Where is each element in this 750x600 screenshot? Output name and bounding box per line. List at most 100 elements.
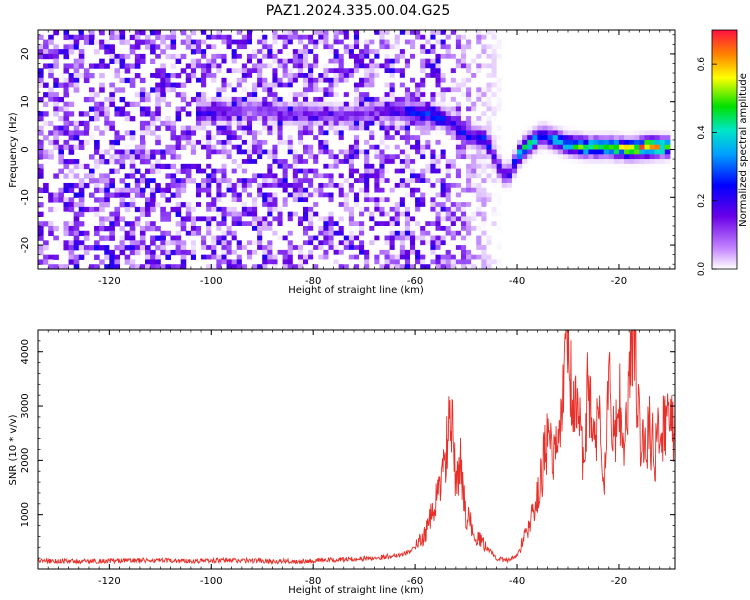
spectrogram-cell	[466, 39, 472, 45]
spectrogram-cell	[425, 178, 431, 184]
spectrogram-cell	[552, 197, 559, 203]
spectrogram-cell	[384, 68, 391, 74]
spectrogram-cell	[292, 49, 299, 55]
spectrogram-cell	[430, 259, 436, 265]
spectrogram-cell	[38, 63, 44, 69]
spectrogram-cell	[613, 116, 620, 122]
spectrogram-cell	[603, 82, 610, 88]
spectrogram-cell	[262, 125, 268, 131]
spectrogram-cell	[501, 249, 508, 256]
spectrogram-cell	[374, 130, 380, 136]
spectrogram-cell	[83, 96, 90, 103]
spectrogram-cell	[160, 264, 166, 269]
spectrogram-cell	[460, 245, 467, 251]
spectrogram-cell	[58, 197, 64, 203]
spectrogram-cell	[323, 34, 329, 41]
spectrogram-cell	[420, 149, 426, 155]
spectrogram-cell	[399, 240, 406, 246]
spectrogram-cell	[68, 82, 75, 88]
spectrogram-cell	[384, 77, 391, 84]
spectrogram-cell	[557, 139, 564, 146]
spectrogram-cell	[374, 202, 380, 208]
spectrogram-cell	[547, 125, 554, 131]
spectrogram-cell	[425, 49, 431, 55]
spectrogram-cell	[491, 216, 498, 222]
spectrogram-cell	[241, 58, 248, 64]
spectrogram-cell	[150, 249, 156, 256]
spectrogram-cell	[63, 44, 70, 50]
spectrogram-cell	[578, 221, 584, 227]
spectrogram-cell	[241, 68, 248, 74]
spectrogram-cell	[445, 49, 452, 55]
spectrogram-cell	[481, 159, 487, 165]
spectrogram-cell	[394, 87, 401, 93]
spectrogram-cell	[170, 125, 177, 131]
spectrogram-cell	[420, 230, 426, 237]
spectrogram-cell	[588, 49, 594, 55]
spectrogram-cell	[246, 202, 253, 208]
spectrogram-cell	[190, 163, 197, 170]
spectrogram-cell	[542, 240, 549, 246]
spectrogram-cell	[99, 82, 105, 88]
spectrogram-cell	[613, 63, 620, 69]
spectrogram-cell	[343, 202, 350, 208]
spectrogram-cell	[501, 254, 508, 260]
spectrogram-cell	[532, 44, 538, 50]
spectrogram-cell	[211, 182, 217, 189]
spectrogram-cell	[573, 173, 579, 179]
spectrogram-cell	[359, 125, 365, 131]
spectrogram-cell	[404, 92, 411, 98]
spectrogram-cell	[374, 249, 380, 256]
spectrogram-cell	[175, 53, 182, 60]
spectrogram-cell	[272, 211, 279, 217]
spectrogram-cell	[425, 106, 431, 112]
spectrogram-cell	[491, 168, 498, 174]
spectrogram-cell	[578, 163, 584, 170]
spectrogram-cell	[455, 111, 462, 117]
spectrogram-cell	[63, 130, 70, 136]
spectrogram-cell	[455, 30, 462, 36]
spectrogram-cell	[598, 125, 605, 131]
spectrogram-cell	[211, 130, 217, 136]
spectrogram-cell	[252, 254, 258, 260]
spectrogram-cell	[308, 120, 314, 127]
spectrogram-cell	[583, 53, 589, 60]
spectrogram-cell	[491, 144, 498, 150]
spectrogram-cell	[353, 130, 360, 136]
spectrogram-cell	[145, 44, 151, 50]
spectrogram-cell	[608, 63, 615, 69]
spectrogram-cell	[175, 187, 182, 194]
spectrogram-cell	[68, 245, 75, 251]
spectrogram-cell	[537, 259, 544, 265]
spectrogram-cell	[267, 192, 273, 198]
spectrogram-cell	[216, 49, 222, 55]
spectrogram-cell	[313, 254, 319, 260]
spectrogram-cell	[379, 225, 386, 232]
spectrogram-cell	[364, 30, 370, 36]
spectrogram-cell	[455, 82, 462, 88]
spectrogram-cell	[384, 187, 391, 194]
spectrogram-cell	[384, 30, 391, 36]
spectrogram-cell	[302, 68, 309, 74]
spectrogram-cell	[404, 206, 411, 213]
spectrogram-cell	[139, 58, 146, 64]
spectrogram-cell	[425, 192, 431, 198]
spectrogram-cell	[506, 101, 513, 107]
spectrogram-cell	[379, 82, 386, 88]
spectrogram-cell	[63, 206, 70, 213]
spectrogram-cell	[180, 254, 187, 260]
spectrogram-cell	[399, 178, 406, 184]
spectrogram-cell	[537, 254, 544, 260]
spectrogram-cell	[547, 30, 554, 36]
spectrogram-cell	[394, 82, 401, 88]
spectrogram-cell	[578, 254, 584, 260]
spectrogram-cell	[333, 44, 340, 50]
spectrogram-cell	[481, 163, 487, 170]
spectrogram-cell	[180, 39, 187, 45]
spectrogram-cell	[262, 63, 268, 69]
spectrogram-cell	[155, 58, 161, 64]
spectrogram-cell	[603, 182, 610, 189]
spectrogram-cell	[323, 240, 329, 246]
spectrogram-cell	[180, 178, 187, 184]
spectrogram-cell	[287, 87, 294, 93]
